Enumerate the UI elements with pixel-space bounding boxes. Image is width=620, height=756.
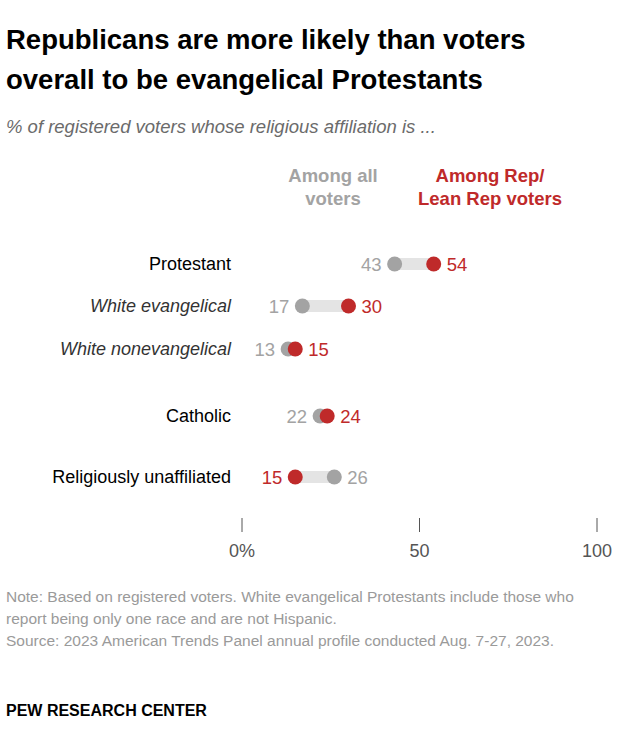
dot <box>341 299 356 314</box>
credit: PEW RESEARCH CENTER <box>6 702 207 720</box>
data-label: 17 <box>269 296 290 317</box>
tick <box>242 518 243 532</box>
dot <box>320 409 335 424</box>
legend-entry: Among allvoters <box>288 165 377 209</box>
dot <box>295 299 310 314</box>
subtitle: % of registered voters whose religious a… <box>6 116 611 138</box>
source: Source: 2023 American Trends Panel annua… <box>6 630 612 652</box>
data-label: 43 <box>361 254 382 275</box>
category-label: White evangelical <box>90 296 232 316</box>
dot <box>288 470 303 485</box>
data-label: 26 <box>347 467 368 488</box>
tick-label: 100 <box>582 541 612 561</box>
dot <box>327 470 342 485</box>
marks <box>281 257 442 485</box>
dot <box>426 257 441 272</box>
notes: Note: Based on registered voters. White … <box>6 586 612 652</box>
tick-label: 50 <box>409 541 429 561</box>
note: Note: Based on registered voters. White … <box>6 586 612 630</box>
data-label: 30 <box>362 296 383 317</box>
dot <box>387 257 402 272</box>
data-label: 13 <box>255 339 276 360</box>
category-label: Protestant <box>149 254 231 274</box>
category-label: White nonevangelical <box>60 339 232 359</box>
title: Republicans are more likely than voters … <box>6 20 611 100</box>
data-label: 24 <box>340 406 361 427</box>
dot <box>288 342 303 357</box>
category-label: Catholic <box>166 406 231 426</box>
data-label: 15 <box>262 467 283 488</box>
data-label: 15 <box>308 339 329 360</box>
tick <box>419 518 420 532</box>
legend-entry: Among Rep/Lean Rep voters <box>418 165 562 209</box>
data-label: 22 <box>287 406 308 427</box>
chart: Among allvoters Among Rep/Lean Rep voters… <box>0 0 620 756</box>
category-label: Religiously unaffiliated <box>52 467 231 487</box>
data-label: 54 <box>447 254 468 275</box>
tick <box>597 518 598 532</box>
tick-label: 0% <box>229 541 255 561</box>
